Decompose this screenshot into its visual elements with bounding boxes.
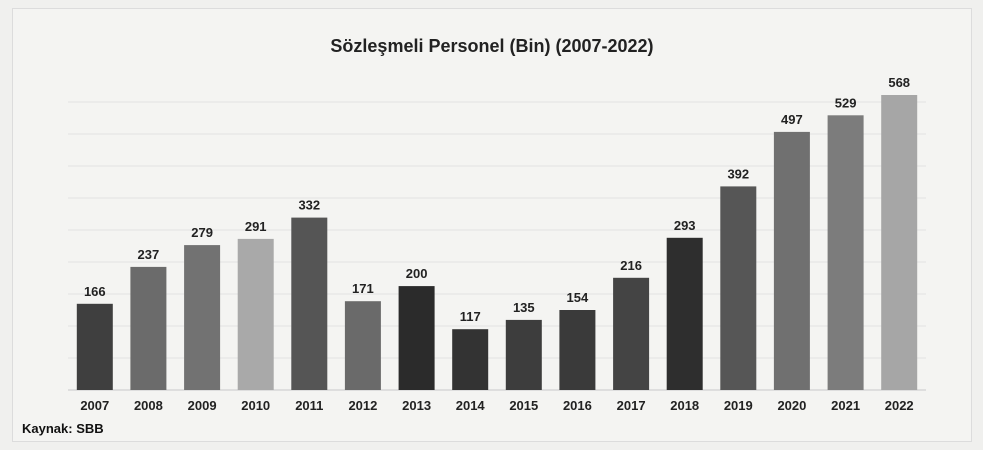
x-tick-2018: 2018 — [670, 398, 699, 413]
value-label-2009: 279 — [191, 225, 213, 240]
bar-2015 — [505, 319, 542, 390]
bar-2018 — [666, 237, 703, 390]
bar-2020 — [773, 131, 810, 390]
value-label-2012: 171 — [352, 281, 374, 296]
x-tick-2017: 2017 — [617, 398, 646, 413]
x-tick-2022: 2022 — [885, 398, 914, 413]
bar-2010 — [237, 238, 274, 390]
bar-2016 — [559, 310, 596, 390]
value-label-2019: 392 — [727, 166, 749, 181]
x-tick-2010: 2010 — [241, 398, 270, 413]
bars — [76, 95, 918, 391]
x-tick-2015: 2015 — [509, 398, 538, 413]
chart-title: Sözleşmeli Personel (Bin) (2007-2022) — [330, 36, 653, 56]
value-label-2015: 135 — [513, 300, 535, 315]
x-tick-2007: 2007 — [80, 398, 109, 413]
bar-2009 — [184, 245, 221, 390]
value-label-2018: 293 — [674, 218, 696, 233]
x-tick-2013: 2013 — [402, 398, 431, 413]
x-tick-2014: 2014 — [456, 398, 486, 413]
value-label-2011: 332 — [298, 198, 320, 213]
value-label-2013: 200 — [406, 266, 428, 281]
bar-2011 — [291, 217, 328, 390]
bar-2014 — [452, 329, 489, 390]
x-tick-2009: 2009 — [188, 398, 217, 413]
bar-2012 — [344, 301, 381, 390]
value-label-2014: 117 — [460, 309, 481, 324]
value-label-2020: 497 — [781, 112, 803, 127]
chart-panel — [12, 8, 972, 442]
x-tick-2020: 2020 — [777, 398, 806, 413]
source-note: Kaynak: SBB — [22, 421, 104, 436]
value-label-2007: 166 — [84, 284, 106, 299]
value-label-2008: 237 — [138, 247, 160, 262]
x-tick-labels: 2007 2008 2009 2010 2011 2012 2013 2014 2015 2016… — [80, 398, 913, 413]
bar-2013 — [398, 286, 435, 390]
value-label-2021: 529 — [835, 95, 857, 110]
bar-2019 — [720, 186, 757, 390]
value-label-2016: 154 — [567, 290, 589, 305]
bar-2021 — [827, 115, 864, 391]
x-tick-2011: 2011 — [295, 398, 323, 413]
value-label-2010: 291 — [245, 219, 267, 234]
x-tick-2021: 2021 — [831, 398, 860, 413]
bar-2007 — [76, 303, 113, 390]
value-label-2017: 216 — [620, 258, 642, 273]
bar-2022 — [881, 95, 918, 390]
bar-2017 — [613, 277, 650, 390]
value-label-2022: 568 — [888, 75, 910, 90]
bar-2008 — [130, 266, 167, 390]
x-tick-2008: 2008 — [134, 398, 163, 413]
x-tick-2019: 2019 — [724, 398, 753, 413]
value-labels: 166 237 279 291 332 171 200 117 135 154 216 293 392 4… — [84, 75, 910, 324]
x-tick-2012: 2012 — [348, 398, 377, 413]
x-tick-2016: 2016 — [563, 398, 592, 413]
